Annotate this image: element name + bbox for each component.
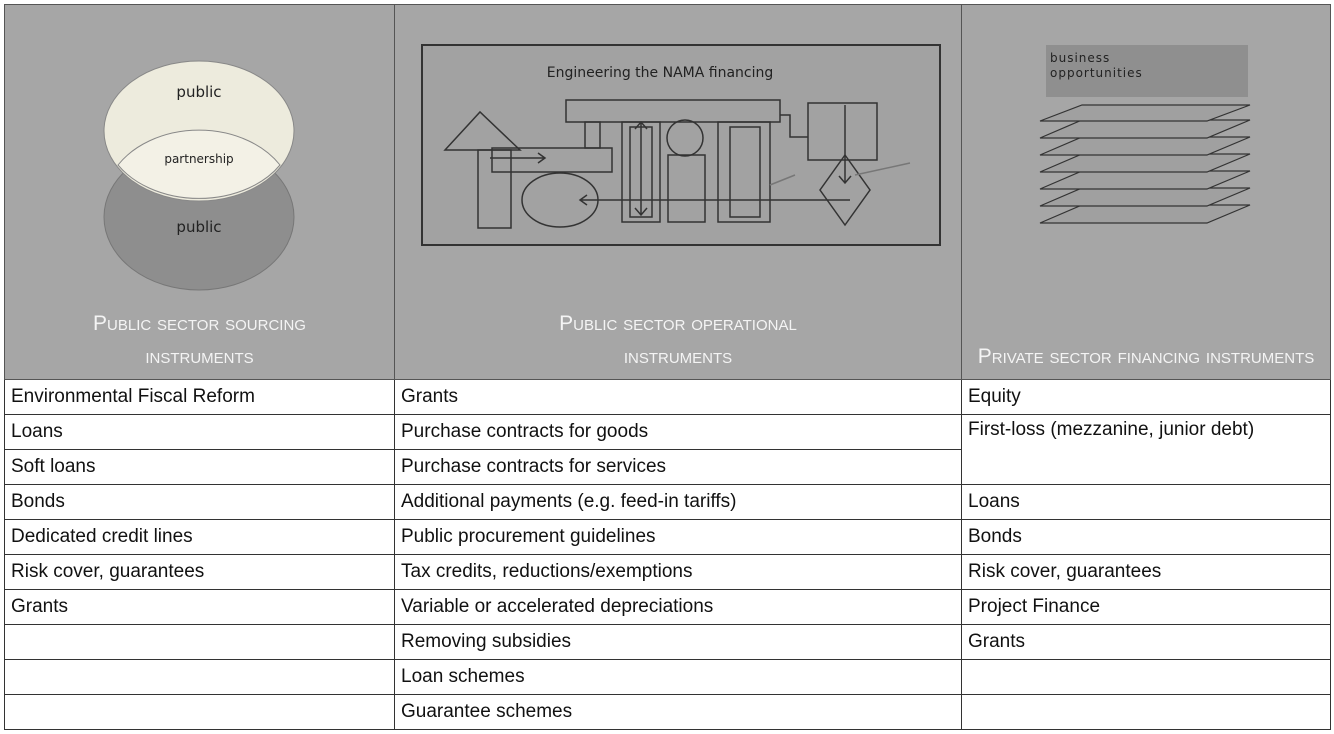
cell: Risk cover, guarantees — [4, 554, 395, 590]
cell: First-loss (mezzanine, junior debt) — [961, 414, 1331, 485]
venn-diagram: public partnership public — [103, 60, 295, 291]
column-header: Public sector sourcing instruments — [93, 312, 306, 368]
cell: Equity — [961, 379, 1331, 415]
venn-label: public — [176, 218, 221, 236]
cell: Dedicated credit lines — [4, 519, 395, 555]
engineering-diagram: Engineering the NAMA financing — [421, 44, 941, 246]
arrow — [490, 152, 547, 164]
cell: Bonds — [4, 484, 395, 520]
cell: Tax credits, reductions/exemptions — [394, 554, 962, 590]
cell — [961, 694, 1331, 730]
shape — [807, 102, 878, 161]
connector — [769, 162, 911, 186]
venn-label: partnership — [164, 152, 233, 166]
cell: Purchase contracts for services — [394, 449, 962, 485]
cell — [4, 694, 395, 730]
connector — [780, 114, 808, 138]
label-box — [1046, 45, 1248, 97]
opportunities-diagram: business opportunities — [1039, 45, 1251, 224]
column-header: Private sector financing instruments — [977, 345, 1315, 368]
shape — [491, 147, 613, 173]
cell — [4, 659, 395, 695]
cell: Removing subsidies — [394, 624, 962, 660]
shape — [565, 99, 781, 123]
venn-label: public — [176, 83, 221, 101]
label-wrap: business opportunities — [1050, 51, 1143, 80]
cell: Loans — [961, 484, 1331, 520]
cell: Project Finance — [961, 589, 1331, 625]
cell — [4, 624, 395, 660]
instruments-table: public partnership public Public sector … — [4, 4, 1331, 730]
overlap — [117, 129, 281, 199]
shape — [667, 154, 706, 223]
cell: Grants — [961, 624, 1331, 660]
shape — [819, 153, 871, 227]
diagram-title: Engineering the NAMA financing — [547, 65, 774, 81]
header-cell: business opportunities Private sector fi… — [961, 4, 1331, 380]
header-row: public partnership public Public sector … — [4, 4, 1331, 380]
column-header: Public sector operational instruments — [559, 312, 797, 368]
layers — [1039, 104, 1251, 224]
cell: Public procurement guidelines — [394, 519, 962, 555]
cell: Grants — [4, 589, 395, 625]
cell: Environmental Fiscal Reform — [4, 379, 395, 415]
diagram-title: business opportunities — [1050, 51, 1143, 80]
cell: Loan schemes — [394, 659, 962, 695]
header-cell: Engineering the NAMA financing Public se… — [394, 4, 962, 380]
shape — [584, 121, 601, 149]
cell: Soft loans — [4, 449, 395, 485]
cell: Risk cover, guarantees — [961, 554, 1331, 590]
cell — [961, 659, 1331, 695]
shape — [477, 149, 512, 229]
cell: Additional payments (e.g. feed-in tariff… — [394, 484, 962, 520]
cell: Bonds — [961, 519, 1331, 555]
arrow — [838, 105, 852, 185]
shape — [729, 126, 761, 218]
cell: Loans — [4, 414, 395, 450]
cell: Grants — [394, 379, 962, 415]
shape — [666, 119, 704, 157]
header-cell: public partnership public Public sector … — [4, 4, 395, 380]
cell: Variable or accelerated depreciations — [394, 589, 962, 625]
arrow — [578, 194, 850, 206]
shape — [717, 121, 771, 223]
cell: Guarantee schemes — [394, 694, 962, 730]
cell: Purchase contracts for goods — [394, 414, 962, 450]
